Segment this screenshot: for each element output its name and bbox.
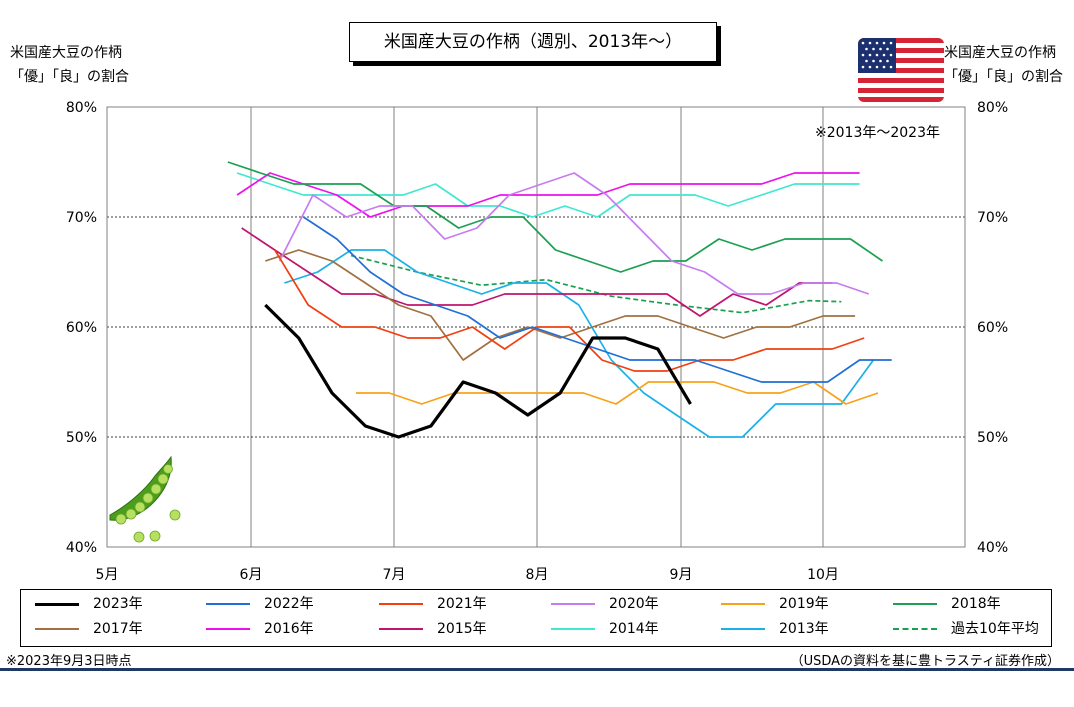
legend-label: 2020年 xyxy=(609,596,659,612)
chart-legend: 2023年 2022年 2021年 2020年 2019年 2018年 2017年 2016年… xyxy=(20,589,1052,647)
chart-title: 米国産大豆の作柄（週別、2013年～） xyxy=(349,22,717,62)
us-flag-icon xyxy=(858,38,944,102)
legend-label: 過去10年平均 xyxy=(951,621,1039,637)
legend-swatch xyxy=(35,628,79,630)
y-tick-label-right: 60% xyxy=(977,320,1008,336)
green-soybean-pod-icon xyxy=(109,455,181,543)
y-tick-label-left: 70% xyxy=(66,210,97,226)
y-tick-label-left: 50% xyxy=(66,430,97,446)
series-line-2018年 xyxy=(227,161,883,273)
legend-swatch xyxy=(379,628,423,630)
series-line-2023年 xyxy=(264,303,692,439)
legend-swatch xyxy=(721,628,765,630)
series-line-過去10年平均 xyxy=(350,254,842,314)
left-axis-title-line1: 米国産大豆の作柄 xyxy=(10,45,122,61)
range-annotation: ※2013年～2023年 xyxy=(815,125,940,141)
legend-swatch xyxy=(35,603,79,606)
legend-label: 2023年 xyxy=(93,596,143,612)
y-tick-label-left: 40% xyxy=(66,540,97,556)
series-line-2022年 xyxy=(302,216,892,383)
y-tick-label-right: 40% xyxy=(977,540,1008,556)
legend-label: 2014年 xyxy=(609,621,659,637)
footnote-source: （USDAの資料を基に豊トラスティ証券作成） xyxy=(790,654,1060,669)
y-tick-label-left: 80% xyxy=(66,100,97,116)
right-axis-title-line2: 「優」「良」の割合 xyxy=(944,69,1063,85)
series-line-2014年 xyxy=(236,172,860,218)
line-chart: 5月 6月 7月 8月 9月 10月 40% 40% 50% 50% 60% 60% 70% 70% 80%… xyxy=(66,100,1008,583)
x-tick-label: 6月 xyxy=(240,567,263,583)
x-tick-label: 8月 xyxy=(526,567,549,583)
x-tick-label: 7月 xyxy=(383,567,406,583)
x-tick-label: 9月 xyxy=(670,567,693,583)
legend-swatch xyxy=(551,628,595,630)
y-tick-label-right: 80% xyxy=(977,100,1008,116)
series-line-2019年 xyxy=(355,381,879,405)
y-tick-label-left: 60% xyxy=(66,320,97,336)
legend-swatch xyxy=(893,603,937,605)
legend-label: 2016年 xyxy=(264,621,314,637)
x-tick-label: 5月 xyxy=(96,567,119,583)
series-layer xyxy=(227,161,892,439)
y-tick-label-right: 50% xyxy=(977,430,1008,446)
x-tick-label: 10月 xyxy=(807,567,839,583)
legend-swatch xyxy=(551,603,595,605)
legend-swatch xyxy=(206,628,250,630)
footnote-as-of: ※2023年9月3日時点 xyxy=(6,654,132,669)
legend-swatch xyxy=(721,603,765,605)
legend-swatch xyxy=(893,628,937,630)
legend-label: 2021年 xyxy=(437,596,487,612)
plot-border xyxy=(106,106,966,548)
legend-label: 2017年 xyxy=(93,621,143,637)
series-line-2016年 xyxy=(236,172,860,218)
series-line-2017年 xyxy=(265,249,856,361)
legend-label: 2022年 xyxy=(264,596,314,612)
legend-label: 2019年 xyxy=(779,596,829,612)
series-line-2020年 xyxy=(278,172,870,295)
legend-label: 2013年 xyxy=(779,621,829,637)
legend-swatch xyxy=(206,603,250,605)
series-line-2015年 xyxy=(241,227,833,317)
bottom-rule xyxy=(0,668,1074,671)
y-tick-label-right: 70% xyxy=(977,210,1008,226)
series-line-2021年 xyxy=(274,249,865,372)
left-axis-title-line2: 「優」「良」の割合 xyxy=(10,69,129,85)
series-line-2013年 xyxy=(284,249,875,438)
legend-label: 2015年 xyxy=(437,621,487,637)
legend-swatch xyxy=(379,603,423,605)
legend-label: 2018年 xyxy=(951,596,1001,612)
right-axis-title-line1: 米国産大豆の作柄 xyxy=(944,45,1056,61)
